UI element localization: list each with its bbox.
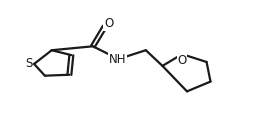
Text: S: S (25, 57, 33, 70)
Text: O: O (104, 17, 113, 30)
Text: O: O (178, 54, 187, 66)
Text: NH: NH (109, 53, 126, 66)
